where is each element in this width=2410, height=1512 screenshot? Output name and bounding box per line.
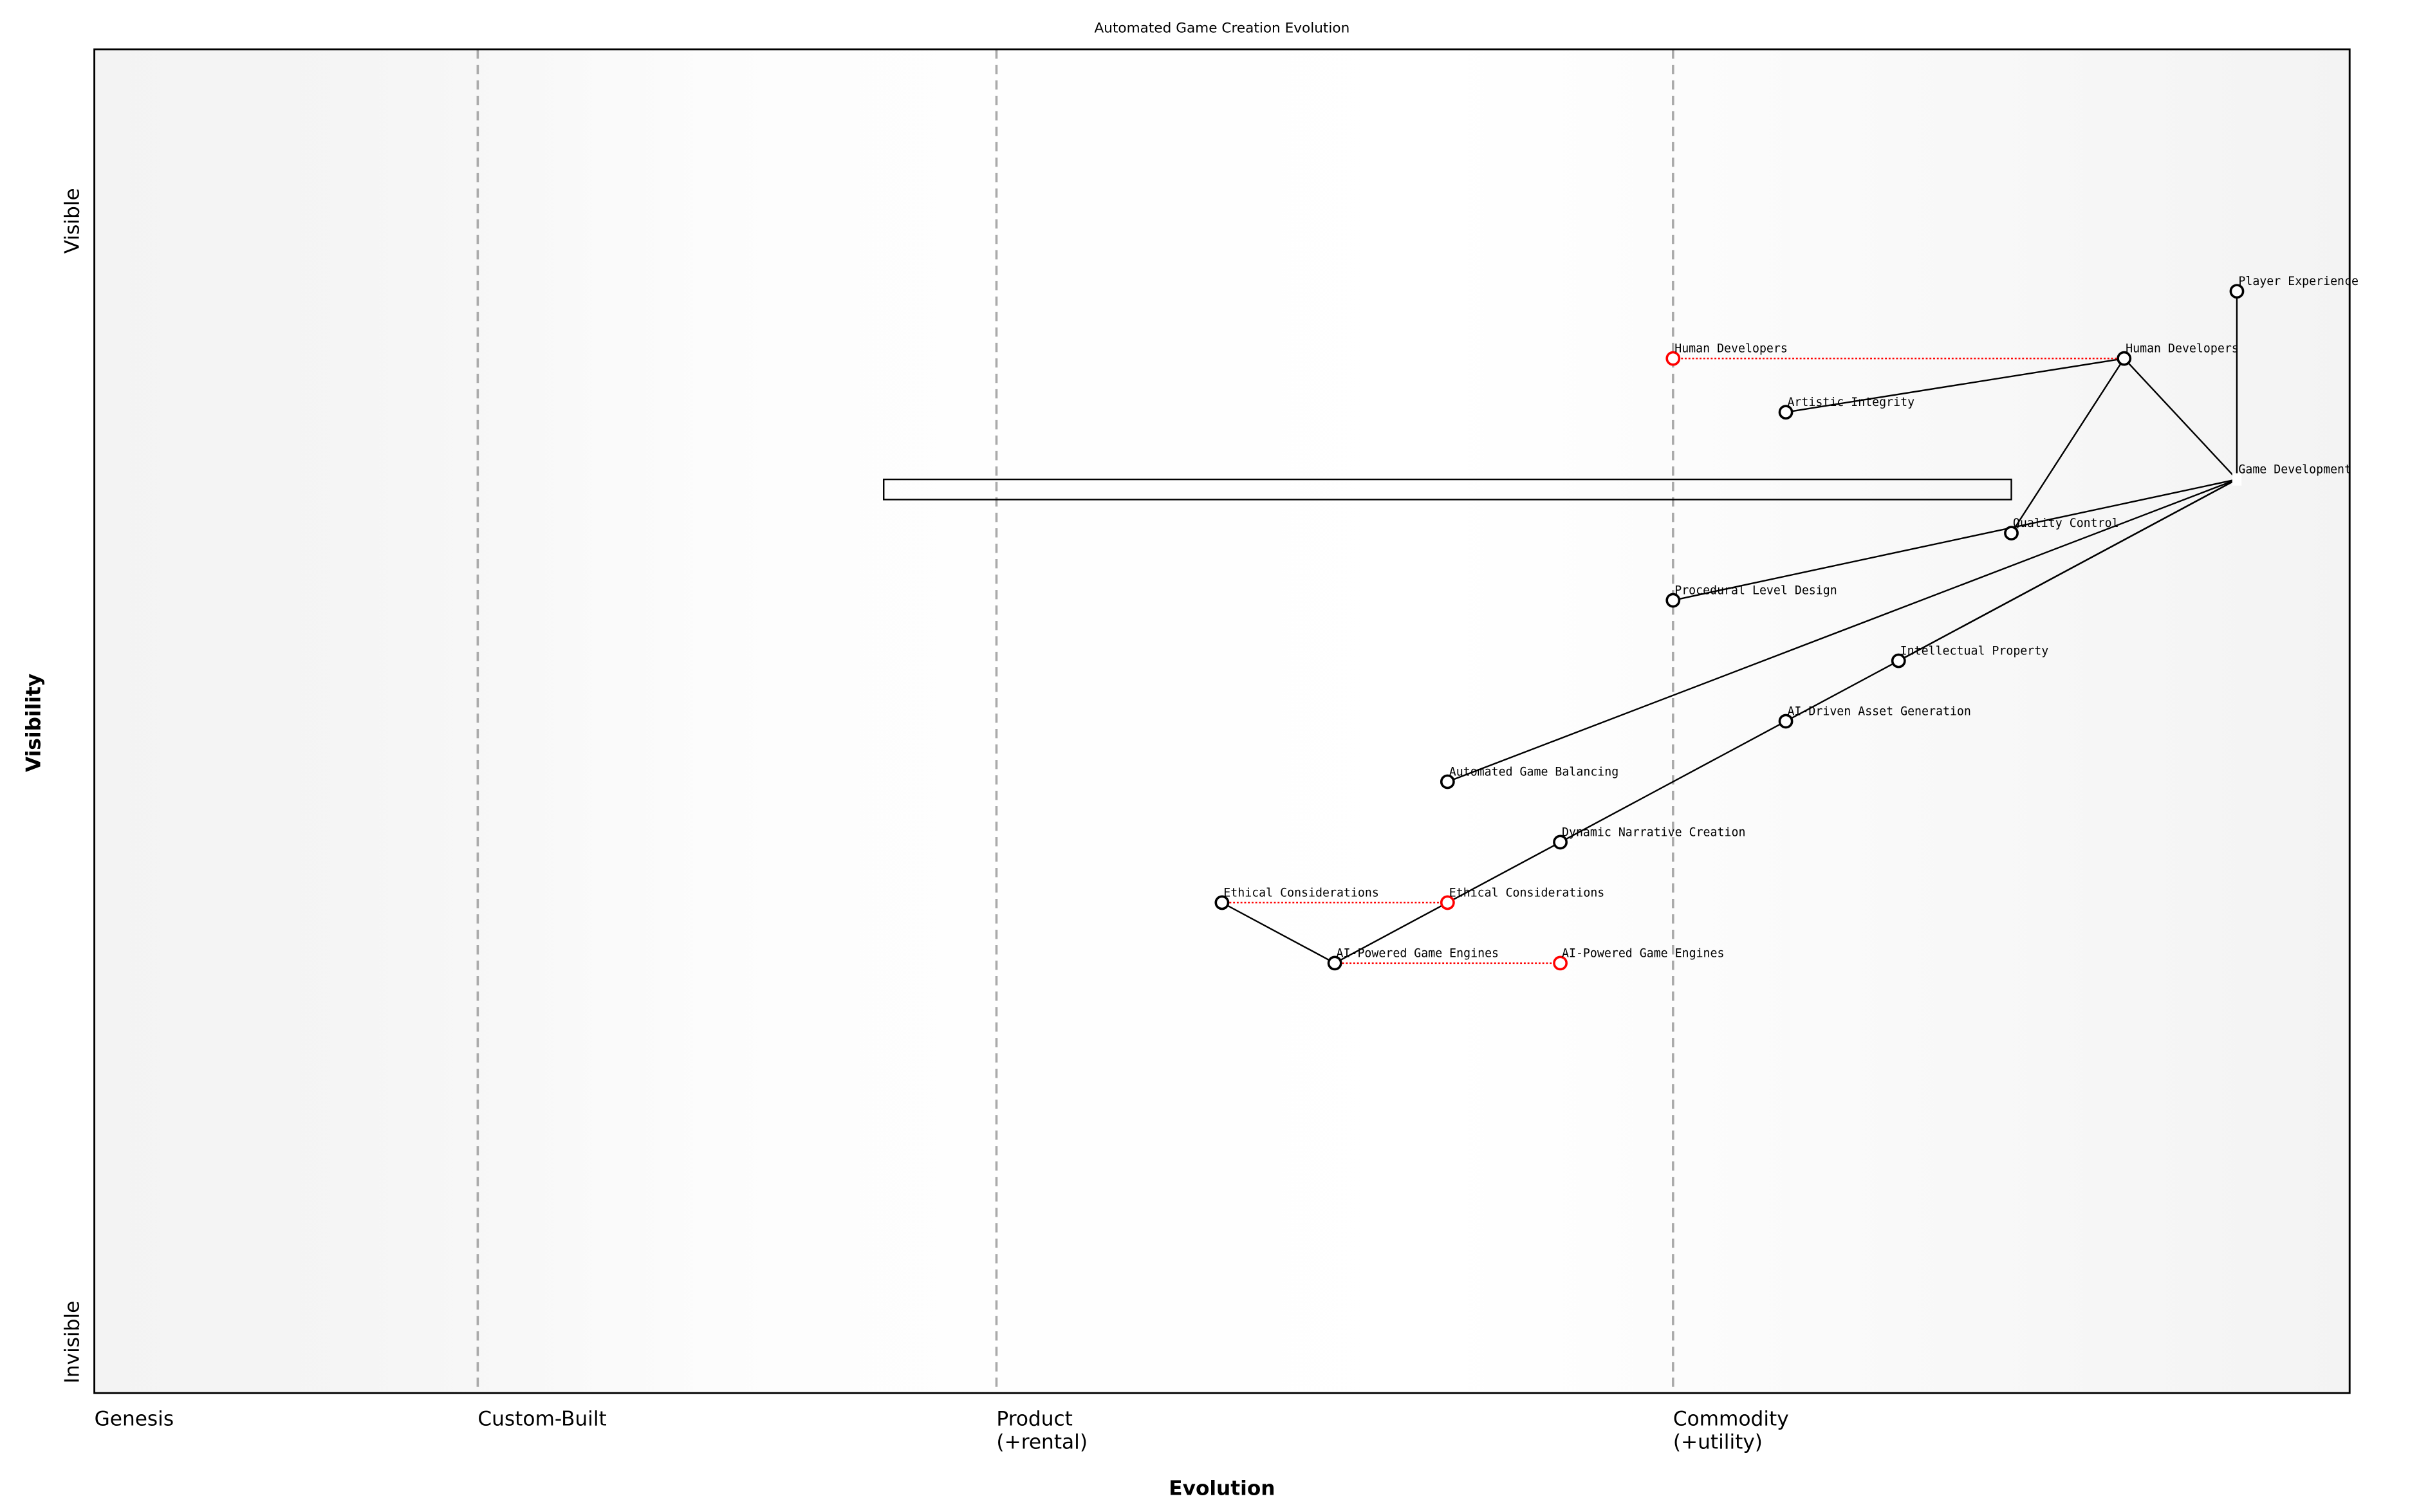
plot-area <box>94 49 2350 1394</box>
link-line <box>2123 358 2238 480</box>
component-node <box>1778 714 1794 729</box>
y-tick-visible: Visible <box>61 188 84 254</box>
link-line <box>2010 358 2125 534</box>
component-label: Player Experience <box>2238 275 2359 288</box>
plot-frame <box>93 48 2351 1394</box>
component-label: Automated Game Balancing <box>1449 765 1618 779</box>
evolved-node <box>1665 351 1681 366</box>
component-node <box>2229 284 2245 299</box>
chart-title: Automated Game Creation Evolution <box>1095 20 1350 36</box>
component-node <box>1665 593 1681 608</box>
component-label: AI-Powered Game Engines <box>1337 946 1499 960</box>
stage-label: Commodity (+utility) <box>1673 1408 1789 1454</box>
evolved-node <box>1553 955 1568 971</box>
component-label: Procedural Level Design <box>1674 584 1837 597</box>
component-node <box>2232 473 2242 486</box>
link-line <box>1221 901 1335 964</box>
component-label: AI-Driven Asset Generation <box>1787 705 1970 718</box>
link-line <box>1785 357 2124 413</box>
stage-label: Product (+rental) <box>996 1408 1088 1454</box>
component-label: Quality Control <box>2013 517 2119 530</box>
stage-label: Genesis <box>95 1408 174 1431</box>
evolved-node-label: AI-Powered Game Engines <box>1562 946 1725 960</box>
evolved-node-label: Ethical Considerations <box>1449 886 1605 899</box>
link-line <box>1560 720 1786 844</box>
component-node <box>1327 955 1342 971</box>
y-axis-label: Visibility <box>23 674 46 772</box>
component-label: Dynamic Narrative Creation <box>1562 825 1745 839</box>
component-node <box>1440 774 1455 789</box>
component-node <box>1778 405 1794 420</box>
stage-label: Custom-Built <box>477 1408 606 1431</box>
evolved-node <box>1440 895 1455 910</box>
component-label: Game Development <box>2238 463 2351 476</box>
component-label: Intellectual Property <box>1900 644 2049 658</box>
link-line <box>1673 478 2238 602</box>
x-axis-label: Evolution <box>1169 1477 1275 1500</box>
component-node <box>1891 653 1906 668</box>
component-node <box>2004 526 2019 541</box>
y-tick-invisible: Invisible <box>61 1301 84 1384</box>
link-line <box>1447 478 2238 783</box>
component-label: Human Developers <box>2126 342 2239 356</box>
component-node <box>1553 834 1568 850</box>
pipeline-box <box>883 478 2012 501</box>
evolved-node-label: Human Developers <box>1674 342 1788 356</box>
component-label: Ethical Considerations <box>1223 886 1379 899</box>
link-line <box>1785 479 2238 723</box>
component-node <box>2117 351 2132 366</box>
component-label: Artistic Integrity <box>1787 396 1914 409</box>
component-node <box>1214 895 1230 910</box>
